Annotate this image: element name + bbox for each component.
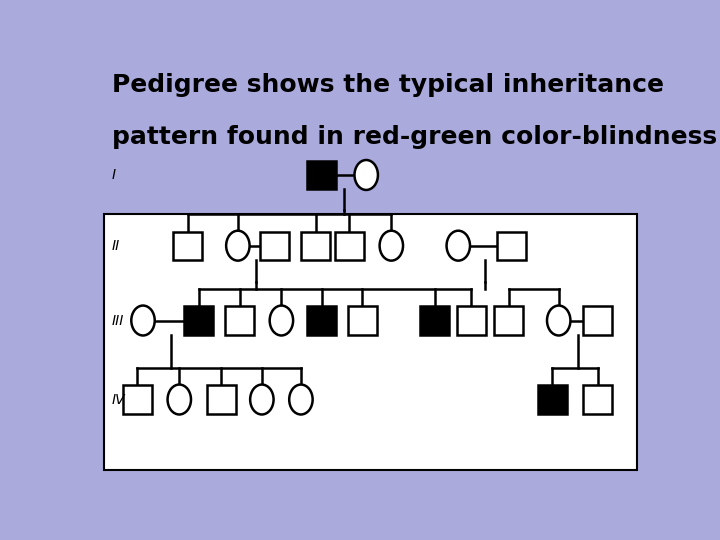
Text: Pedigree shows the typical inheritance: Pedigree shows the typical inheritance [112,73,665,97]
Text: III: III [111,314,124,328]
Ellipse shape [131,306,155,335]
Bar [497,232,526,260]
Bar [538,386,567,414]
Ellipse shape [226,231,250,261]
Text: I: I [111,168,115,182]
Text: IV: IV [111,393,125,407]
Bar [420,306,449,335]
Bar [583,386,612,414]
Text: pattern found in red-green color-blindness: pattern found in red-green color-blindne… [112,125,717,149]
Ellipse shape [379,231,403,261]
Bar [583,306,612,335]
Bar [225,306,254,335]
Ellipse shape [168,384,191,415]
Ellipse shape [289,384,312,415]
Bar [335,232,364,260]
Bar [104,214,637,470]
Text: II: II [111,239,120,253]
Bar [173,232,202,260]
Bar [456,306,485,335]
Bar [494,306,523,335]
Ellipse shape [354,160,378,190]
Bar [348,306,377,335]
Ellipse shape [446,231,470,261]
Bar [260,232,289,260]
Bar [207,386,235,414]
Bar [184,306,213,335]
Bar [123,386,152,414]
Ellipse shape [270,306,293,335]
Bar [302,232,330,260]
Ellipse shape [547,306,570,335]
Bar [307,306,336,335]
Ellipse shape [250,384,274,415]
Bar [307,161,336,189]
